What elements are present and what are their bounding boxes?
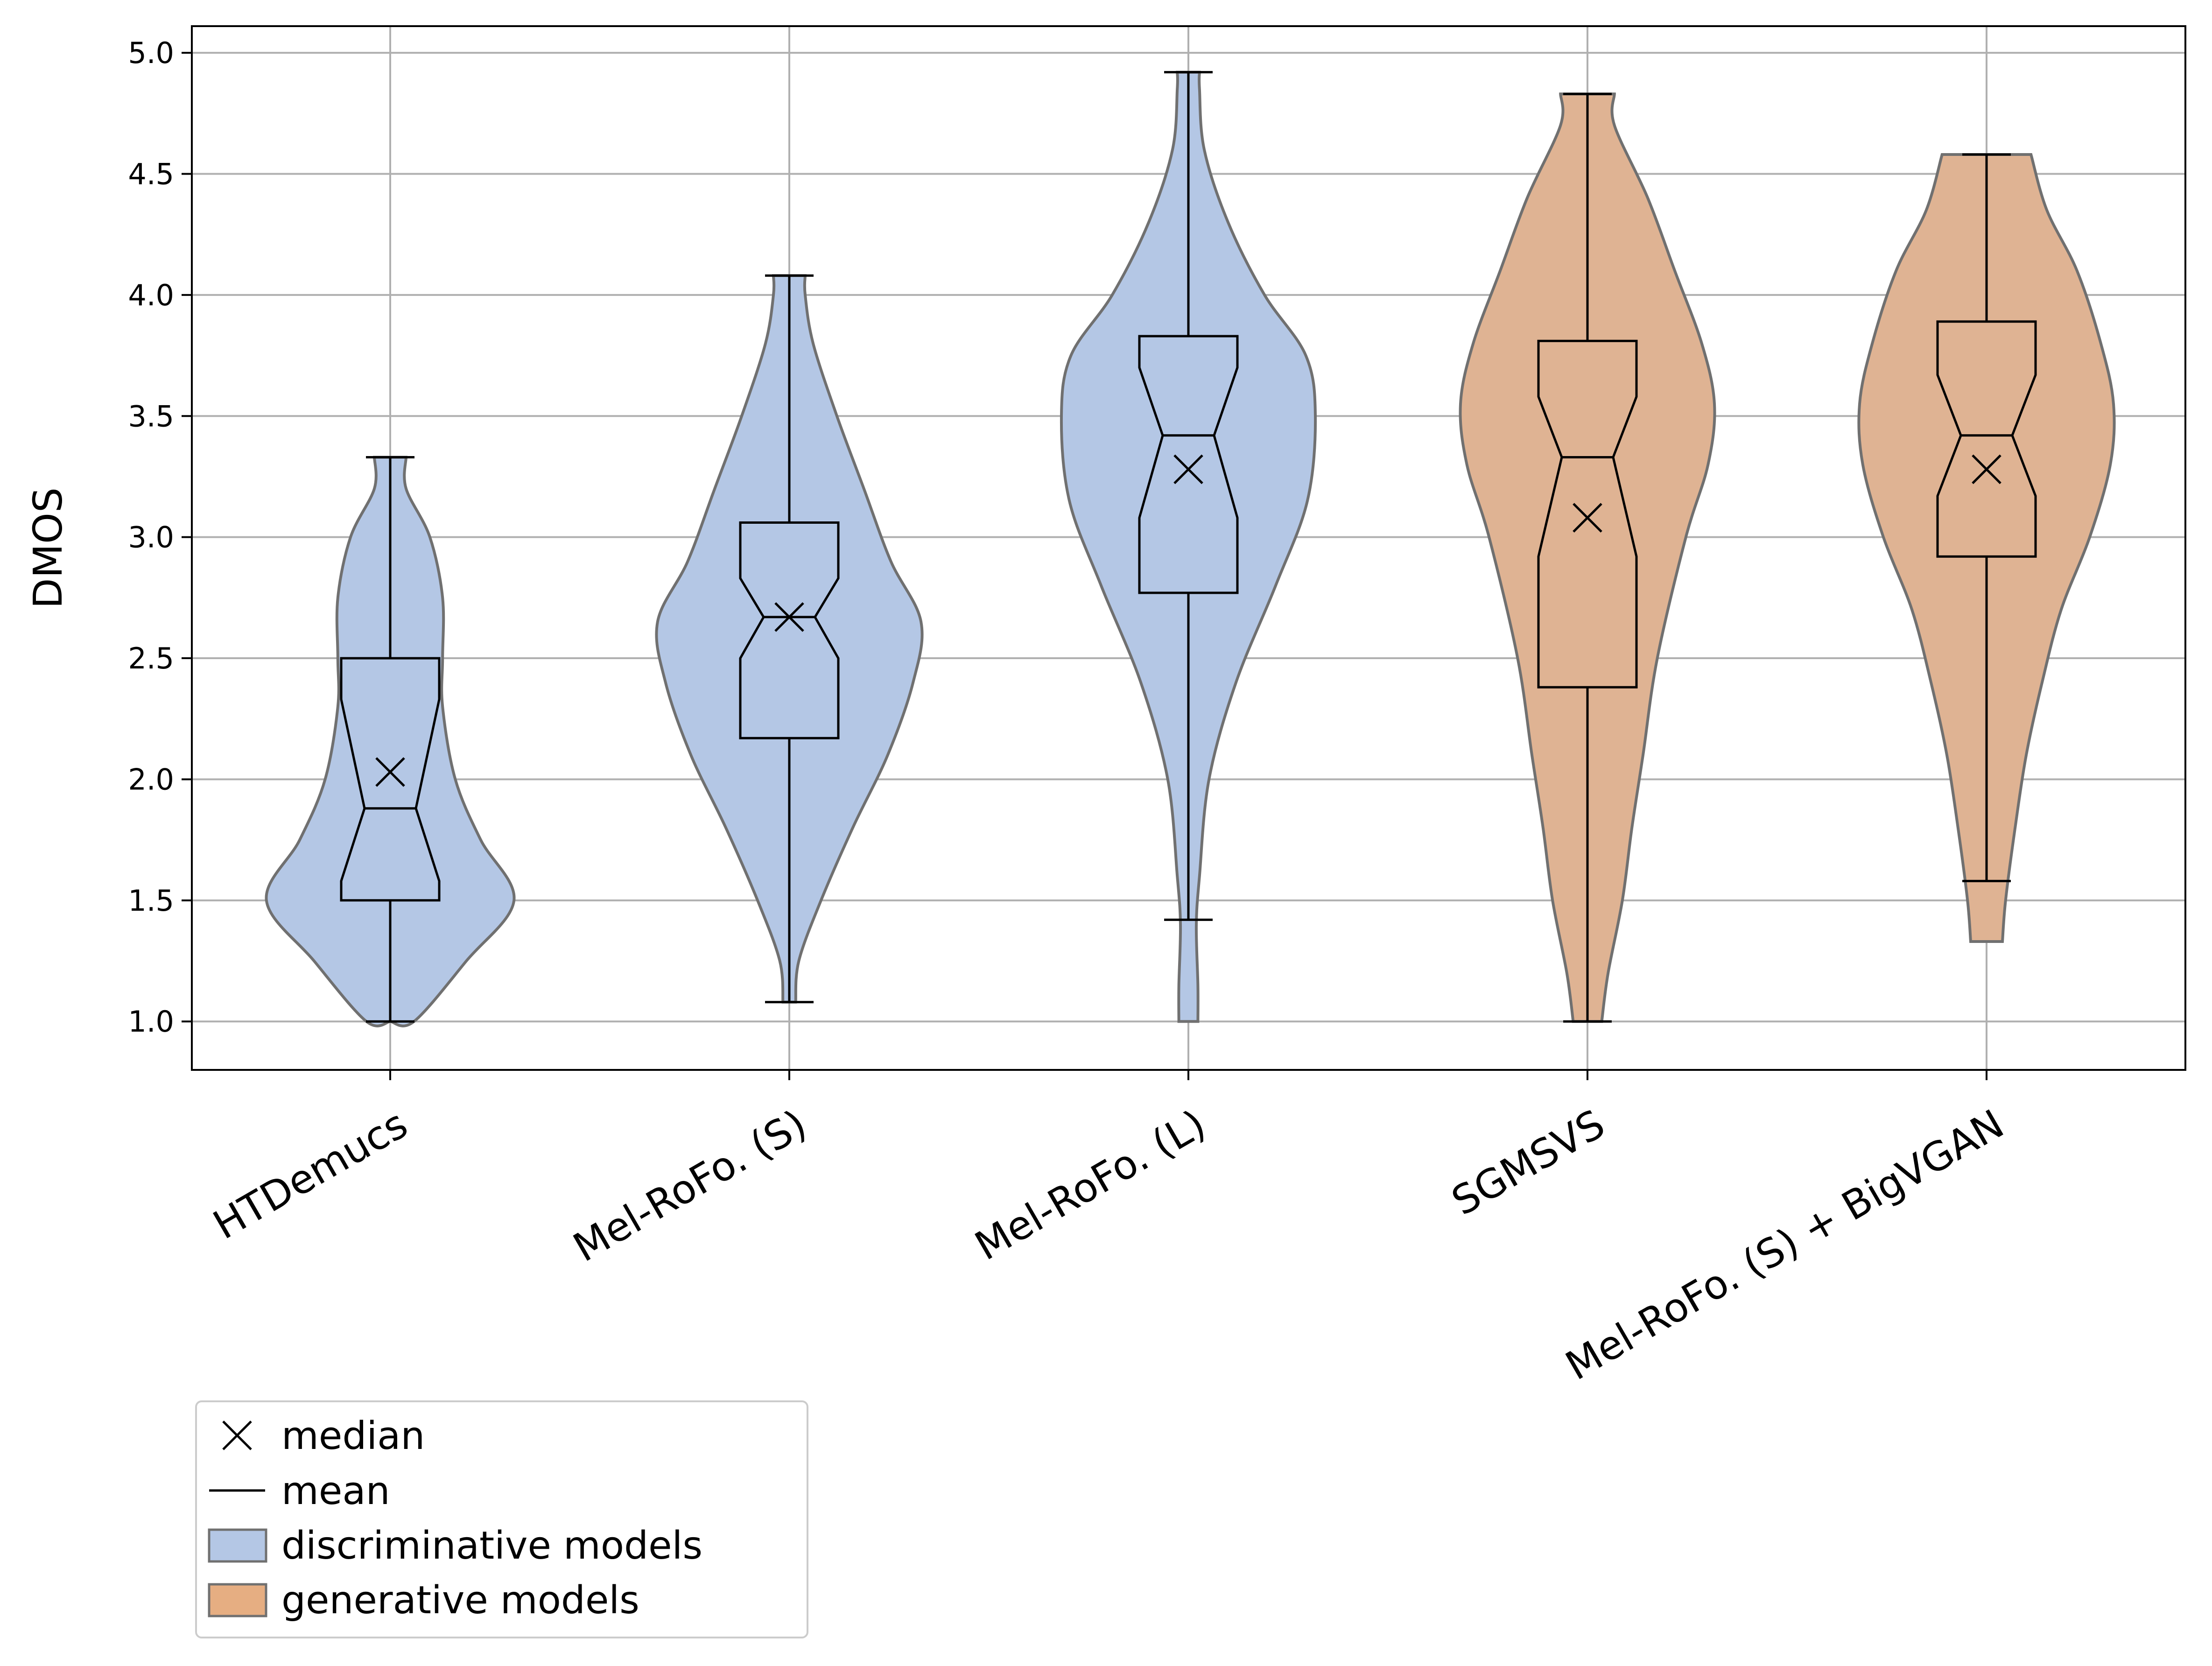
legend-item-discriminative: discriminative models xyxy=(208,1524,702,1568)
median-marker xyxy=(1173,454,1203,485)
x-tick-label: SGMSVS xyxy=(1444,1101,1613,1224)
notched-box xyxy=(739,521,840,739)
box-plot xyxy=(1936,153,2037,882)
discriminative-swatch-icon xyxy=(208,1528,267,1563)
generative-swatch-icon xyxy=(208,1583,267,1617)
legend-item-mean: mean xyxy=(209,1469,390,1513)
y-axis-label: DMOS xyxy=(25,487,71,609)
y-tick-label: 1.5 xyxy=(128,884,174,918)
violins xyxy=(265,70,2116,1027)
y-tick-label: 3.5 xyxy=(128,399,174,433)
y-axis: 1.0 1.5 2.0 2.5 3.0 3.5 4.0 4.5 5.0 xyxy=(128,36,192,1039)
legend-label-generative: generative models xyxy=(281,1578,639,1623)
legend-item-generative: generative models xyxy=(208,1578,639,1623)
median-marker xyxy=(375,757,405,787)
x-axis: HTDemucs Mel-RoFo. (S) Mel-RoFo. (L) SGMSVS… xyxy=(206,1070,2012,1390)
legend-item-median: median xyxy=(222,1414,425,1458)
y-tick-label: 3.0 xyxy=(128,520,174,555)
median-marker xyxy=(1972,454,2001,485)
median-marker xyxy=(1573,503,1602,533)
y-tick-label: 4.5 xyxy=(128,157,174,191)
legend-label-discriminative: discriminative models xyxy=(281,1524,702,1568)
x-tick-label: Mel-RoFo. (L) xyxy=(968,1101,1214,1269)
box-plot xyxy=(340,456,441,1023)
x-tick-label: HTDemucs xyxy=(206,1101,415,1248)
median-marker xyxy=(774,602,804,632)
notched-box xyxy=(1936,320,2037,558)
box-plot xyxy=(1138,71,1239,921)
x-marker-icon xyxy=(222,1420,252,1450)
legend-frame xyxy=(195,1400,808,1638)
notched-box xyxy=(1537,339,1638,689)
y-tick-label: 1.0 xyxy=(128,1005,174,1039)
y-tick-label: 2.5 xyxy=(128,641,174,675)
x-tick-label: Mel-RoFo. (S) xyxy=(566,1101,815,1271)
legend: median mean discriminative models genera… xyxy=(195,1400,808,1638)
legend-label-mean: mean xyxy=(281,1469,390,1513)
y-tick-label: 2.0 xyxy=(128,762,174,796)
violin-generative xyxy=(1857,153,2116,943)
notched-box xyxy=(1138,335,1239,594)
notched-box xyxy=(340,657,441,902)
box-plot xyxy=(739,274,840,1004)
box-plot xyxy=(1537,92,1638,1023)
x-tick-label: Mel-RoFo. (S) + BigVGAN xyxy=(1558,1101,2012,1389)
violin-discriminative xyxy=(1060,70,1317,1023)
y-tick-label: 4.0 xyxy=(128,278,174,312)
box-plots xyxy=(340,71,2037,1023)
y-tick-label: 5.0 xyxy=(128,36,174,70)
legend-label-median: median xyxy=(281,1414,425,1458)
